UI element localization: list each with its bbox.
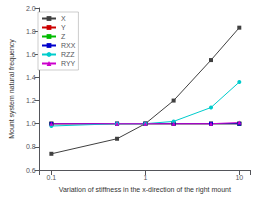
svg-text:0.8: 0.8	[26, 143, 36, 150]
svg-text:0.1: 0.1	[47, 174, 57, 181]
svg-text:1.4: 1.4	[26, 74, 36, 81]
svg-text:Z: Z	[61, 33, 66, 40]
svg-text:1: 1	[143, 174, 147, 181]
svg-text:RYY: RYY	[61, 60, 76, 67]
svg-text:RXX: RXX	[61, 42, 76, 49]
svg-text:10: 10	[235, 174, 243, 181]
svg-text:Y: Y	[61, 24, 66, 31]
svg-text:0.6: 0.6	[26, 167, 36, 174]
svg-text:2.0: 2.0	[26, 5, 36, 12]
svg-text:Variation of stiffness in the: Variation of stiffness in the x-directio…	[59, 186, 231, 194]
svg-text:1.0: 1.0	[26, 120, 36, 127]
svg-text:Mount system natural frequency: Mount system natural frequency	[8, 39, 16, 139]
svg-text:1.2: 1.2	[26, 97, 36, 104]
svg-text:X: X	[61, 15, 66, 22]
svg-text:1.8: 1.8	[26, 28, 36, 35]
svg-text:RZZ: RZZ	[61, 51, 75, 58]
svg-text:1.6: 1.6	[26, 51, 36, 58]
